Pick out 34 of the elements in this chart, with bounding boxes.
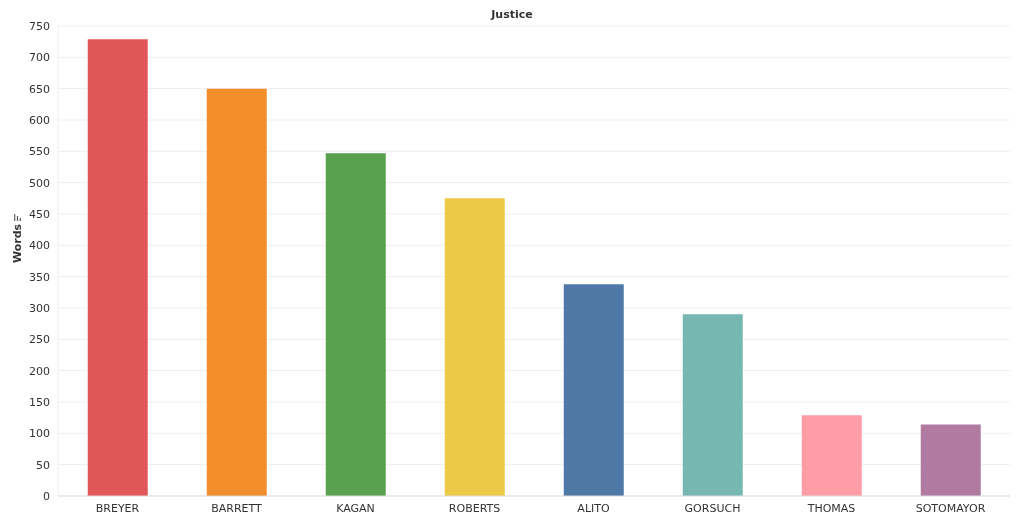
x-tick-label: SOTOMAYOR: [915, 501, 986, 515]
y-tick-label: 100: [29, 427, 50, 441]
x-tick-label: ROBERTS: [448, 501, 501, 515]
x-tick-label: BREYER: [95, 501, 140, 515]
y-tick-label: 600: [29, 113, 50, 127]
y-tick-label: 300: [29, 301, 50, 315]
y-tick-label: 650: [29, 82, 50, 96]
y-tick-label: 200: [29, 364, 50, 378]
y-tick-label: 150: [29, 395, 50, 409]
y-axis-title: Words: [11, 223, 25, 263]
bar: [682, 314, 743, 496]
x-tick-label: BARRETT: [211, 501, 263, 515]
x-tick-label: KAGAN: [336, 501, 375, 515]
x-tick-label: ALITO: [577, 501, 610, 515]
y-tick-label: 0: [43, 489, 50, 503]
bar: [87, 39, 148, 496]
y-tick-label: 450: [29, 207, 50, 221]
bar: [325, 153, 386, 496]
y-tick-label: 250: [29, 333, 50, 347]
bar: [801, 415, 862, 496]
bar: [563, 284, 624, 496]
bar: [206, 88, 267, 496]
y-tick-label: 550: [29, 145, 50, 159]
y-tick-label: 350: [29, 270, 50, 284]
x-tick-label: GORSUCH: [684, 501, 741, 515]
y-tick-label: 750: [29, 19, 50, 33]
x-tick-label: THOMAS: [806, 501, 856, 515]
y-tick-label: 700: [29, 51, 50, 65]
bar: [444, 198, 505, 496]
bar: [920, 424, 981, 496]
y-tick-label: 50: [36, 458, 50, 472]
y-tick-label: 500: [29, 176, 50, 190]
chart-title: Justice: [489, 8, 534, 21]
y-tick-label: 400: [29, 239, 50, 253]
